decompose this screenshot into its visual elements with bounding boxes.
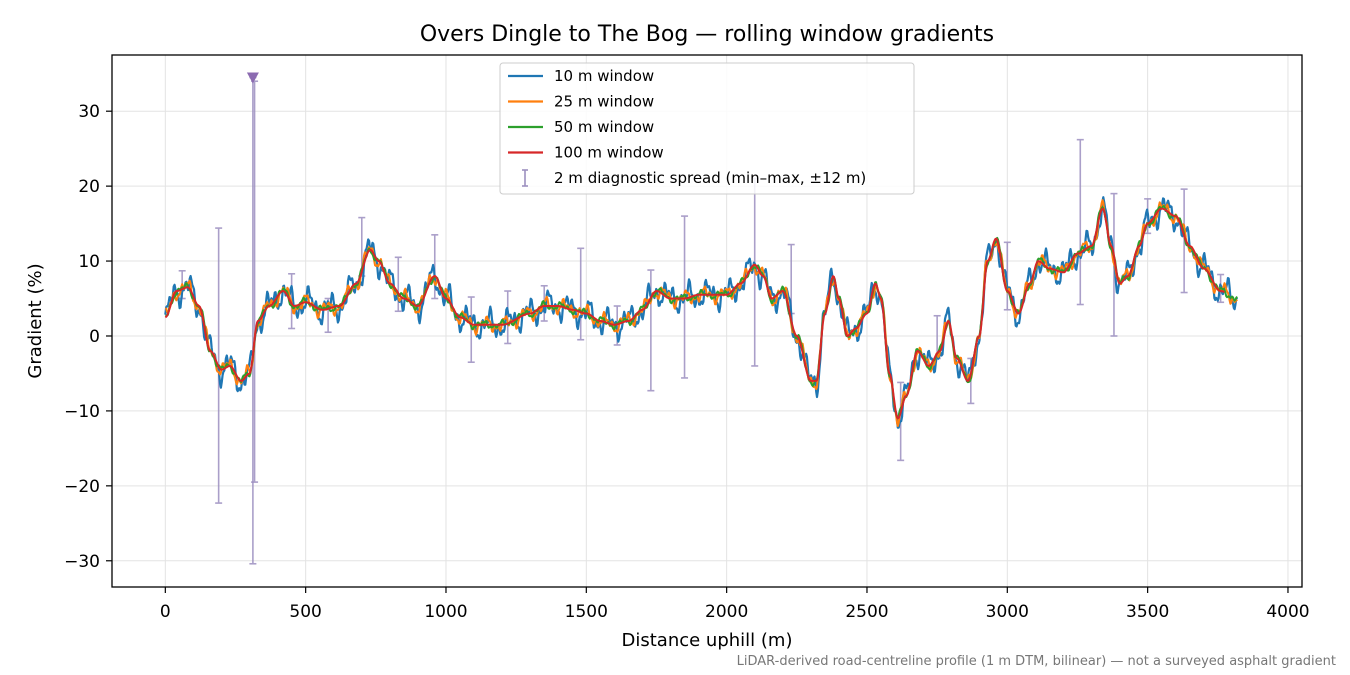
diagnostic-spread-bar [647, 269, 655, 392]
y-tick-label: −20 [64, 477, 100, 497]
legend-box [499, 62, 915, 195]
y-tick-label: 10 [78, 252, 100, 272]
diagnostic-spread-bar [394, 256, 402, 313]
x-tick-label: 4000 [1266, 602, 1309, 622]
x-tick-label: 2500 [845, 602, 888, 622]
chart-title: Overs Dingle to The Bog — rolling window… [420, 22, 994, 47]
legend-label: 10 m window [554, 67, 654, 85]
y-tick-label: −30 [64, 552, 100, 572]
diagnostic-spread-bar [577, 247, 585, 341]
x-tick-label: 0 [160, 602, 171, 622]
clipped-marker [246, 72, 259, 84]
x-tick-label: 3500 [1126, 602, 1169, 622]
legend-label: 25 m window [554, 93, 654, 111]
y-tick-label: 30 [78, 102, 100, 122]
legend-label: 100 m window [554, 144, 664, 162]
diagnostic-spread-bar [1003, 241, 1011, 311]
x-tick-label: 500 [289, 602, 321, 622]
legend-label: 2 m diagnostic spread (min–max, ±12 m) [554, 169, 866, 187]
legend-errorbar-swatch [522, 169, 528, 187]
x-tick-label: 3000 [986, 602, 1029, 622]
y-axis-label: Gradient (%) [25, 263, 46, 378]
x-tick-label: 2000 [705, 602, 748, 622]
series-line [165, 205, 1238, 420]
series-line [164, 196, 1239, 429]
x-axis-label: Distance uphill (m) [622, 630, 793, 651]
y-tick-label: 0 [89, 327, 100, 347]
footnote: LiDAR-derived road-centreline profile (1… [737, 654, 1336, 669]
series-lines [164, 196, 1239, 429]
series-line [165, 199, 1238, 427]
diagnostic-spread-bar [1180, 188, 1188, 294]
plot-frame [111, 54, 1303, 588]
y-tick-label: −10 [64, 402, 100, 422]
y-tick-label: 20 [78, 177, 100, 197]
y-axis-ticks: −30 −20 −10 0 10 20 30 [64, 102, 112, 572]
legend: 10 m window 25 m window 50 m window 100 m w… [499, 62, 915, 195]
x-tick-label: 1500 [565, 602, 608, 622]
x-axis-ticks: 0 500 1000 1500 2000 2500 3000 3500 4000 [160, 587, 1310, 622]
diagnostic-spread-bar [1076, 138, 1084, 306]
diagnostic-spread-bar [467, 296, 475, 364]
legend-label: 50 m window [554, 118, 654, 136]
diagnostic-spread-bar [504, 290, 512, 345]
series-line [164, 207, 1225, 420]
x-tick-label: 1000 [424, 602, 467, 622]
